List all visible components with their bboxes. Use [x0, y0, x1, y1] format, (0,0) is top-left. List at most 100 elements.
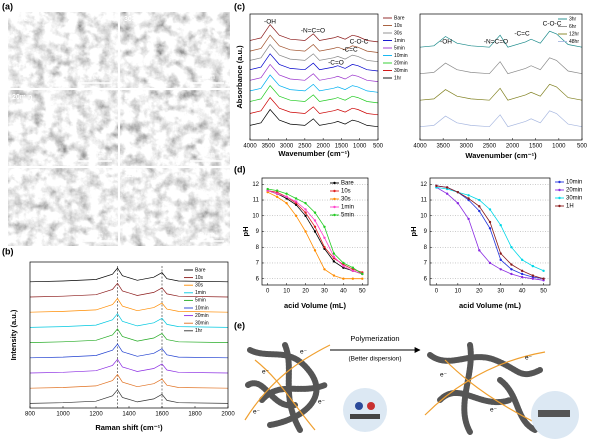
annotation: C-O-C [543, 21, 562, 28]
marker [499, 268, 502, 271]
marker [342, 264, 345, 268]
marker [304, 211, 307, 214]
molecule [367, 402, 375, 410]
sem-image [120, 90, 230, 166]
x-tick-label: 1500 [335, 144, 349, 150]
series-line [249, 43, 379, 63]
x-tick-label: 1800 [188, 412, 202, 418]
x-tick-label: 2000 [506, 144, 520, 150]
marker [304, 201, 307, 205]
y-axis-label: Intensity (a.u.) [9, 309, 18, 360]
marker [332, 274, 336, 277]
scale-label: 5 um [87, 74, 103, 81]
series-line [29, 328, 229, 343]
legend-label: 1min [195, 290, 206, 296]
x-tick-label: 1000 [56, 412, 70, 418]
panel-label: (e) [234, 320, 245, 330]
legend-label: 20min [394, 60, 408, 66]
electron-path [244, 344, 331, 421]
legend-label: 10s [195, 275, 204, 281]
electron-path [444, 359, 541, 426]
series-line [249, 53, 379, 72]
electron-label: e⁻ [318, 399, 326, 406]
legend-label: 30min [566, 196, 582, 202]
legend-label: 20min [566, 188, 582, 194]
marker [456, 190, 460, 194]
marker [510, 246, 513, 249]
marker [531, 274, 535, 277]
series-line [249, 74, 379, 93]
y-axis-label: Absorbance (a.u.) [235, 45, 244, 109]
arrow-sublabel: (Better dispersion) [348, 356, 401, 363]
x-tick-label: 500 [373, 144, 384, 150]
marker [499, 224, 502, 227]
x-tick-label: 50 [540, 289, 547, 295]
x-tick-label: 30 [321, 289, 328, 295]
cnt-surface [538, 410, 570, 417]
series-line [249, 108, 379, 128]
marker [499, 252, 502, 255]
marker [285, 201, 288, 205]
y-tick-label: 11 [253, 198, 260, 204]
electron-label: e⁻ [253, 409, 261, 416]
electron-label: e⁻ [300, 349, 308, 356]
x-tick-label: 800 [25, 412, 36, 418]
x-tick-label: 3000 [280, 144, 294, 150]
marker [510, 263, 513, 266]
series-line [249, 24, 379, 43]
legend-label: 30min [195, 321, 209, 327]
electron-paths-left [244, 344, 331, 431]
legend-label: 1min [394, 38, 405, 44]
series-line [29, 297, 229, 313]
x-axis-label: acid Volume (mL) [284, 301, 346, 310]
marker [361, 272, 364, 276]
marker [520, 258, 524, 262]
legend-label: 30s [195, 283, 204, 289]
x-tick-label: 500 [577, 144, 588, 150]
x-tick-label: 20 [302, 289, 309, 295]
marker [304, 208, 307, 211]
legend-marker [558, 180, 561, 184]
series-line [249, 63, 379, 82]
cnt-bundle-right [427, 342, 543, 435]
x-tick-label: 10 [283, 289, 290, 295]
panel-label: (b) [2, 246, 14, 256]
legend-label: 5min [341, 213, 354, 219]
series-line [29, 282, 229, 298]
electron-label: e⁻ [525, 355, 533, 362]
y-tick-label: 9 [256, 229, 260, 235]
marker [478, 209, 481, 213]
legend-marker [333, 189, 336, 193]
marker [435, 184, 438, 188]
x-tick-label: 3500 [436, 144, 450, 150]
marker [313, 219, 317, 222]
legend-label: 10min [195, 305, 209, 311]
marker [478, 205, 481, 208]
marker [499, 258, 502, 262]
legend-label: 12hr [569, 31, 579, 37]
x-tick-label: 1000 [353, 144, 367, 150]
marker [520, 275, 524, 279]
cnt [282, 342, 303, 433]
marker [332, 252, 336, 255]
inset [343, 388, 387, 432]
legend-marker [558, 188, 561, 192]
cnt-surface [350, 414, 380, 419]
legend-label: 30s [341, 197, 351, 203]
marker [351, 277, 355, 280]
panel-label: (c) [234, 1, 245, 11]
marker [294, 214, 298, 217]
x-tick-label: 10 [455, 289, 462, 295]
scale-label: 5 um [199, 74, 215, 81]
sem-label: Bare [12, 16, 28, 23]
marker [542, 269, 545, 273]
legend-label: 20min [195, 313, 209, 319]
annotation: -C=C [342, 47, 358, 54]
marker [351, 266, 355, 269]
marker [332, 255, 336, 258]
x-tick-label: 30 [497, 289, 504, 295]
series-line [419, 83, 583, 101]
sem-image [8, 12, 118, 88]
marker [488, 261, 492, 265]
y-axis-label: pH [241, 227, 250, 237]
